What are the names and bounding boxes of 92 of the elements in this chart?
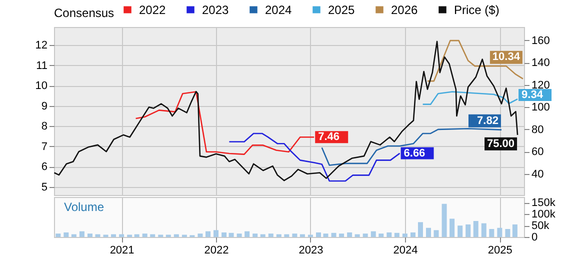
y-tick-label: 0 — [532, 232, 538, 244]
y2-tick-label: 60 — [532, 146, 544, 158]
bar — [497, 228, 502, 237]
bar — [505, 229, 510, 237]
bar — [222, 232, 227, 237]
legend-label: 2024 — [265, 2, 292, 17]
bar — [228, 232, 234, 237]
bar — [402, 234, 408, 237]
bar — [386, 232, 392, 237]
data-label: 10.34 — [492, 50, 521, 63]
y-tick-label: 5 — [41, 181, 48, 194]
y-tick-label: 100k — [532, 208, 556, 221]
bar — [410, 232, 416, 237]
bar — [111, 234, 116, 237]
bar — [426, 228, 431, 237]
y2-tick-label: 160 — [532, 34, 550, 47]
bar — [434, 230, 439, 237]
bar — [378, 234, 384, 237]
bar — [370, 231, 376, 237]
bar — [339, 234, 344, 237]
line-series — [54, 40, 518, 182]
x-tick-label: 2022 — [204, 244, 229, 256]
data-label: 6.66 — [404, 147, 426, 160]
bar — [323, 234, 328, 237]
x-tick-label: 2021 — [110, 244, 134, 256]
data-label: 7.82 — [477, 114, 498, 127]
legend-label: 2025 — [328, 2, 356, 17]
y2-tick-label: 80 — [532, 124, 544, 136]
bar — [205, 231, 210, 237]
data-label: 9.34 — [522, 89, 544, 102]
y-tick-label: 50k — [532, 220, 550, 232]
bar — [316, 232, 322, 237]
legend-label: Price ($) — [454, 2, 500, 17]
y-tick-label: 9 — [41, 100, 48, 112]
bar — [95, 234, 100, 237]
bar — [214, 230, 219, 237]
legend-label: 2023 — [202, 2, 230, 17]
bar — [442, 204, 447, 237]
bar — [174, 234, 179, 237]
bar — [284, 234, 290, 237]
bar — [458, 226, 463, 237]
bar — [362, 234, 368, 237]
bar — [260, 234, 266, 237]
bar — [252, 234, 258, 237]
bar — [394, 232, 400, 237]
bar — [450, 218, 455, 237]
bar — [331, 232, 336, 237]
bar — [198, 234, 203, 237]
x-tick-label: 2024 — [393, 244, 418, 256]
y-tick-label: 150k — [532, 197, 556, 210]
bar — [56, 234, 61, 237]
data-label: 75.00 — [487, 138, 515, 150]
bar — [134, 234, 140, 237]
bar — [119, 234, 124, 237]
legend-label: 2026 — [391, 2, 418, 17]
bar — [64, 232, 69, 237]
line-series — [426, 40, 524, 82]
bar — [481, 223, 486, 237]
y2-tick-label: 100 — [532, 102, 550, 114]
y-tick-label: 11 — [36, 60, 48, 72]
bar — [512, 224, 518, 237]
bar — [142, 234, 148, 237]
y-tick-label: 12 — [35, 40, 48, 52]
legend-label: 2022 — [139, 2, 166, 17]
y-tick-label: 6 — [41, 161, 48, 174]
bar — [244, 231, 250, 237]
bar — [489, 229, 494, 237]
bar — [292, 234, 298, 237]
legend-title: Consensus — [54, 6, 114, 20]
data-label: 7.46 — [318, 131, 340, 144]
y-tick-label: 10 — [35, 80, 48, 92]
bar — [466, 224, 471, 237]
bar — [354, 234, 360, 237]
bar — [87, 234, 92, 237]
bar — [71, 234, 76, 237]
x-tick-label: 2025 — [488, 244, 512, 256]
bar — [418, 222, 423, 237]
bar — [276, 234, 282, 237]
bar — [150, 234, 156, 237]
bar — [268, 234, 274, 237]
bar — [347, 232, 352, 237]
bar — [79, 231, 84, 237]
bar — [300, 234, 305, 237]
bar — [236, 234, 242, 237]
x-tick-label: 2023 — [298, 244, 324, 256]
y-tick-label: 7 — [41, 140, 48, 153]
y2-tick-label: 120 — [532, 79, 550, 92]
y-tick-label: 8 — [41, 120, 48, 133]
y2-tick-label: 140 — [532, 57, 550, 70]
chart-title: Volume — [64, 200, 104, 214]
y2-tick-label: 40 — [532, 168, 544, 180]
bar — [473, 221, 478, 237]
